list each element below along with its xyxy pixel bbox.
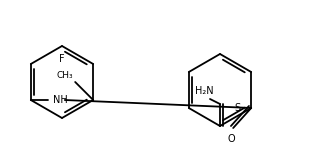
Text: CH₃: CH₃ [57, 71, 73, 80]
Text: F: F [59, 54, 65, 64]
Text: H₂N: H₂N [195, 86, 214, 96]
Text: NH: NH [53, 95, 67, 105]
Text: S: S [234, 103, 240, 113]
Text: O: O [227, 134, 235, 144]
